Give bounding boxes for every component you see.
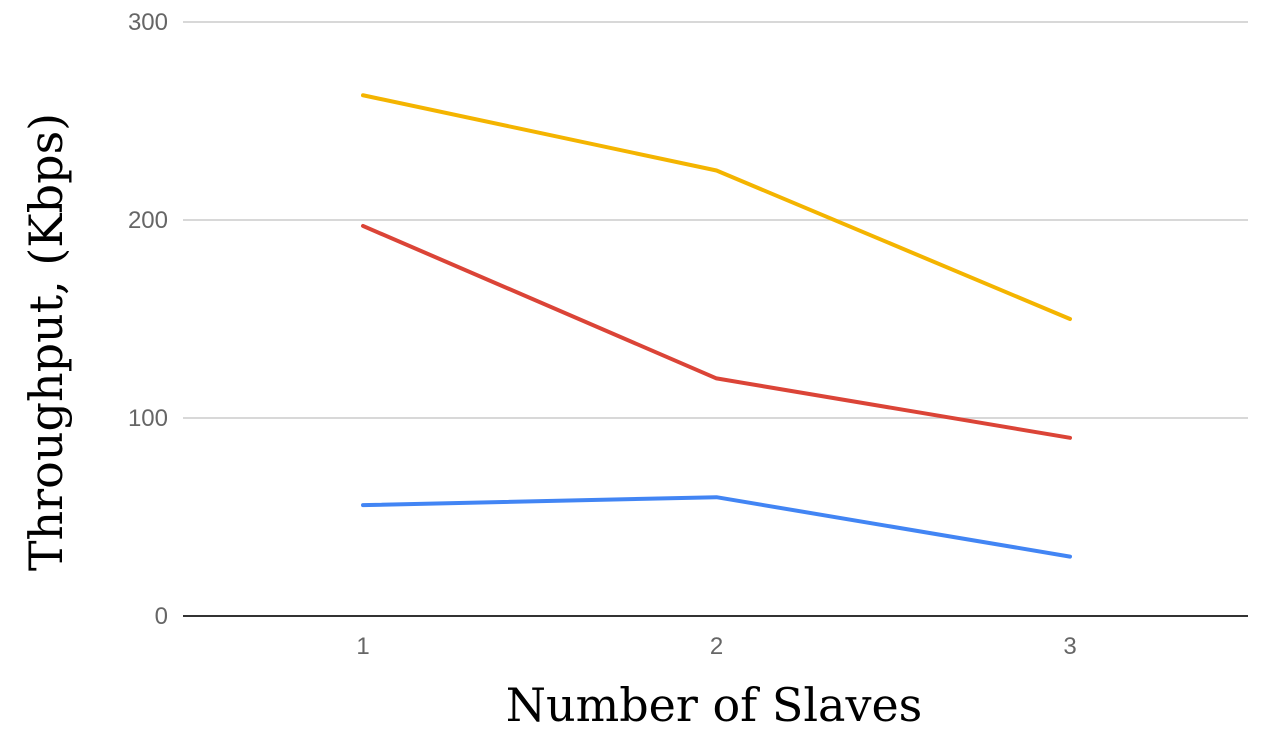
x-tick-label: 3 bbox=[1063, 633, 1076, 660]
y-tick-label: 0 bbox=[155, 603, 168, 630]
y-tick-label: 200 bbox=[128, 207, 168, 234]
x-tick-label: 2 bbox=[710, 633, 723, 660]
y-tick-label: 300 bbox=[128, 9, 168, 36]
x-axis-ticks: 1 2 3 bbox=[356, 633, 1076, 660]
y-axis-ticks: 0 100 200 300 bbox=[128, 9, 168, 630]
series-lines bbox=[361, 93, 1072, 559]
gridlines bbox=[183, 21, 1248, 617]
x-tick-label: 1 bbox=[356, 633, 369, 660]
series-line-2 bbox=[361, 223, 1072, 440]
x-axis-title: Number of Slaves bbox=[506, 678, 923, 732]
y-axis-title: Throughput, (Kbps) bbox=[19, 113, 73, 571]
series-line-1 bbox=[361, 93, 1072, 321]
series-line-3 bbox=[361, 495, 1072, 559]
y-tick-label: 100 bbox=[128, 405, 168, 432]
